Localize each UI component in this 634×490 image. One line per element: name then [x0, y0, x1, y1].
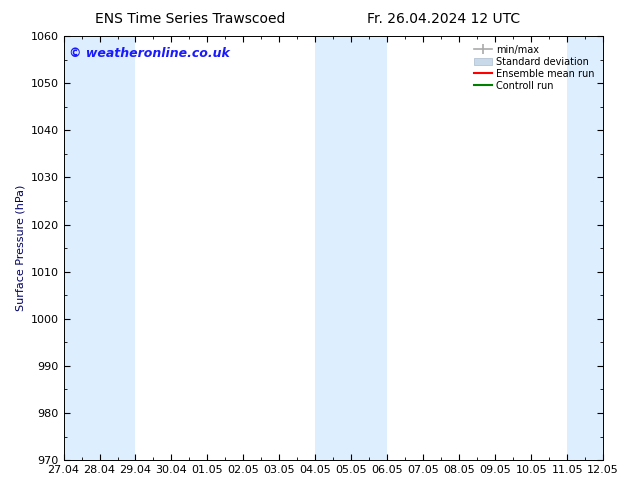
Text: ENS Time Series Trawscoed: ENS Time Series Trawscoed — [95, 12, 285, 26]
Bar — [567, 36, 603, 460]
Bar — [351, 36, 387, 460]
Bar — [315, 36, 351, 460]
Legend: min/max, Standard deviation, Ensemble mean run, Controll run: min/max, Standard deviation, Ensemble me… — [472, 42, 597, 94]
Text: Fr. 26.04.2024 12 UTC: Fr. 26.04.2024 12 UTC — [367, 12, 521, 26]
Bar — [63, 36, 100, 460]
Bar — [100, 36, 136, 460]
Y-axis label: Surface Pressure (hPa): Surface Pressure (hPa) — [15, 185, 25, 311]
Text: © weatheronline.co.uk: © weatheronline.co.uk — [69, 47, 230, 60]
